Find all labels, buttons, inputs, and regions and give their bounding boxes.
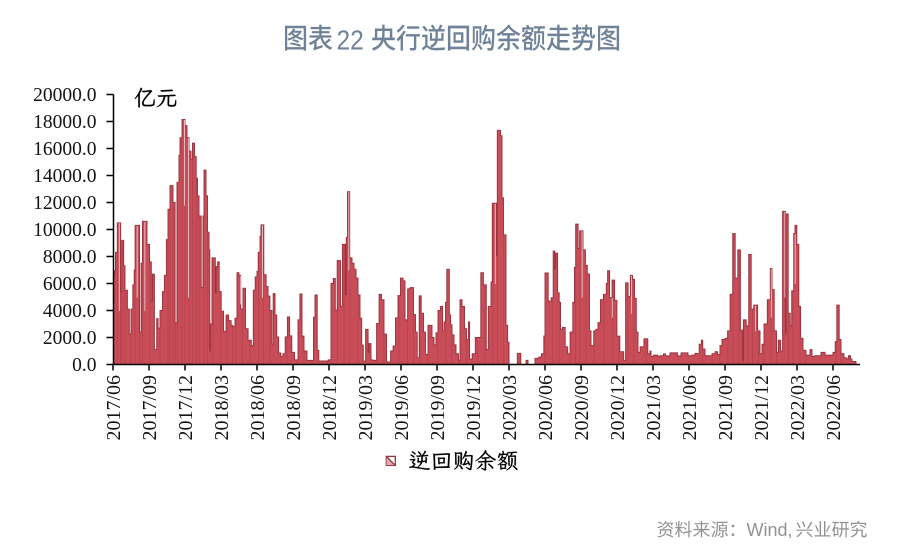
svg-text:2019/09: 2019/09 bbox=[427, 375, 449, 441]
svg-text:22: 22 bbox=[337, 24, 364, 56]
svg-text:2020/03: 2020/03 bbox=[499, 375, 521, 441]
svg-text:2022/06: 2022/06 bbox=[823, 375, 845, 441]
svg-text:Wind,: Wind, bbox=[747, 520, 793, 540]
svg-text:2019/06: 2019/06 bbox=[391, 375, 413, 441]
svg-text:14000.0: 14000.0 bbox=[33, 166, 96, 187]
svg-text:16000.0: 16000.0 bbox=[33, 139, 96, 160]
svg-text:2018/09: 2018/09 bbox=[283, 375, 305, 441]
svg-text:0.0: 0.0 bbox=[72, 355, 96, 376]
svg-text:2022/03: 2022/03 bbox=[787, 375, 809, 441]
svg-text:2018/12: 2018/12 bbox=[319, 375, 341, 441]
svg-text:10000.0: 10000.0 bbox=[33, 220, 96, 241]
svg-text:2020/12: 2020/12 bbox=[607, 375, 629, 441]
svg-text:6000.0: 6000.0 bbox=[43, 274, 97, 295]
svg-text:8000.0: 8000.0 bbox=[43, 247, 97, 268]
svg-text:2020/09: 2020/09 bbox=[571, 375, 593, 441]
svg-text:2021/06: 2021/06 bbox=[679, 375, 701, 441]
svg-text:2017/06: 2017/06 bbox=[103, 375, 125, 441]
svg-text:2021/12: 2021/12 bbox=[751, 375, 773, 441]
svg-text:2017/12: 2017/12 bbox=[175, 375, 197, 441]
svg-text:2018/06: 2018/06 bbox=[247, 375, 269, 441]
svg-text:20000.0: 20000.0 bbox=[33, 85, 96, 106]
svg-text:2021/03: 2021/03 bbox=[643, 375, 665, 441]
svg-text:2018/03: 2018/03 bbox=[211, 375, 233, 441]
svg-text:18000.0: 18000.0 bbox=[33, 112, 96, 133]
svg-text:2017/09: 2017/09 bbox=[139, 375, 161, 441]
svg-text:2019/03: 2019/03 bbox=[355, 375, 377, 441]
svg-text:2020/06: 2020/06 bbox=[535, 375, 557, 441]
svg-text:2000.0: 2000.0 bbox=[43, 328, 97, 349]
svg-text:12000.0: 12000.0 bbox=[33, 193, 96, 214]
svg-text:4000.0: 4000.0 bbox=[43, 301, 97, 322]
svg-text:2021/09: 2021/09 bbox=[715, 375, 737, 441]
svg-text:2019/12: 2019/12 bbox=[463, 375, 485, 441]
